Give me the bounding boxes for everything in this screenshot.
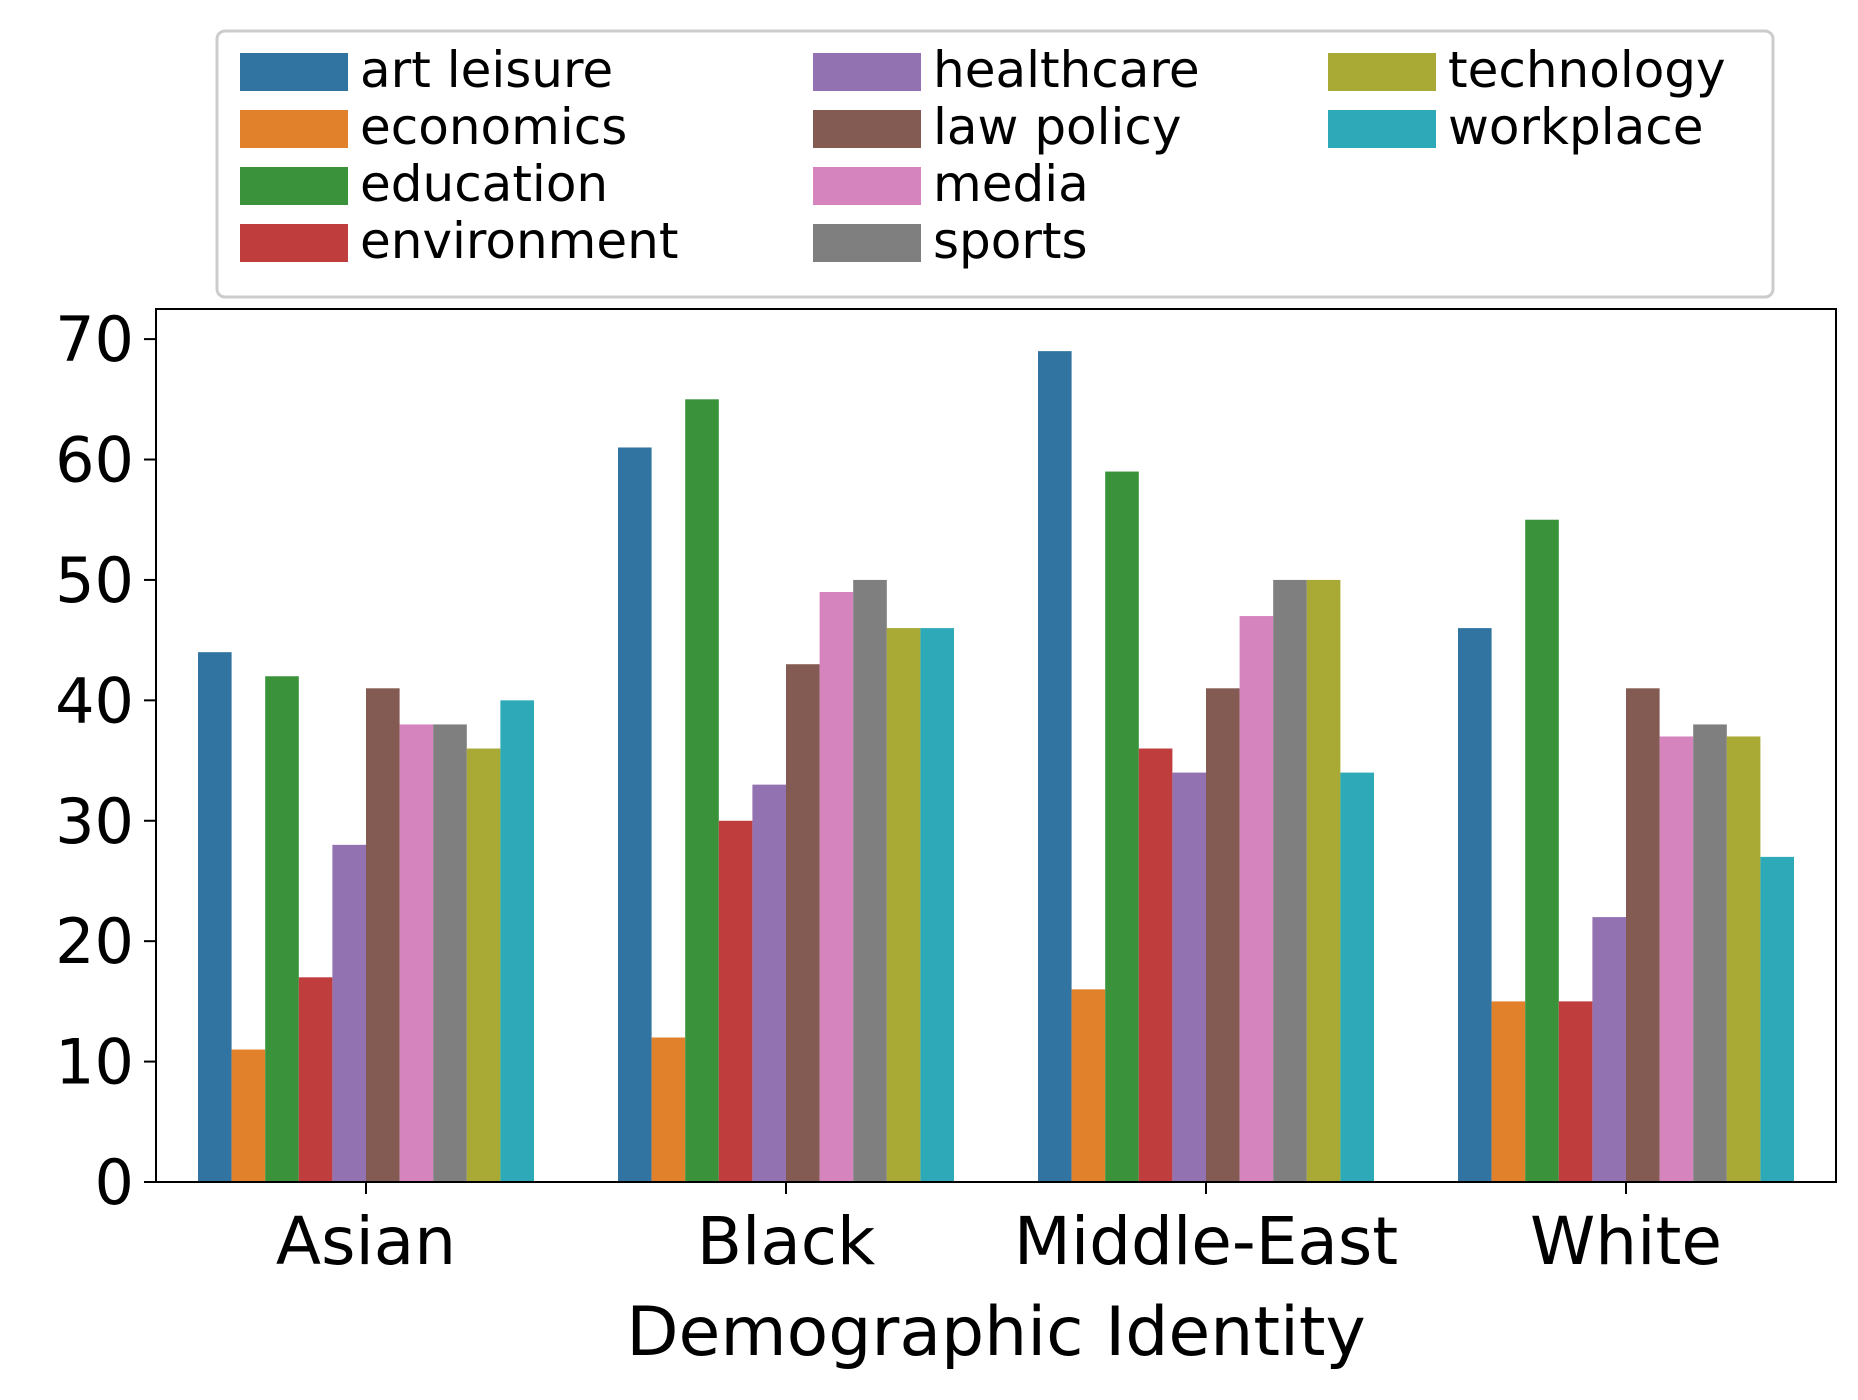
legend-swatch — [813, 53, 921, 91]
bar-education-middle-east — [1105, 471, 1139, 1182]
legend-swatch — [813, 167, 921, 205]
x-tick-label: Middle-East — [1014, 1203, 1398, 1280]
bar-sports-black — [853, 579, 887, 1182]
y-axis: 0 10 20 30 40 50 60 70 — [55, 303, 156, 1219]
bar-art-leisure-asian — [198, 652, 232, 1182]
bar-workplace-asian — [500, 700, 534, 1182]
legend-label: environment — [360, 212, 678, 270]
bar-technology-middle-east — [1306, 579, 1341, 1182]
legend-frame — [215, 29, 1775, 299]
bar-education-black — [685, 399, 719, 1182]
bar-media-white — [1659, 736, 1694, 1182]
bar-economics-black — [651, 1037, 686, 1182]
bar-sports-white — [1693, 724, 1727, 1182]
legend-label: law policy — [933, 98, 1182, 156]
bar-environment-white — [1558, 1001, 1593, 1182]
bar-technology-black — [886, 628, 921, 1182]
bar-workplace-black — [920, 628, 954, 1182]
legend-label: economics — [360, 98, 627, 156]
y-tick-label: 0 — [95, 1146, 134, 1219]
bar-healthcare-middle-east — [1172, 772, 1206, 1182]
legend-swatch — [1328, 53, 1436, 91]
bar-media-asian — [399, 724, 434, 1182]
legend-swatch — [240, 224, 348, 262]
bar-environment-asian — [298, 977, 333, 1182]
y-tick-label: 50 — [55, 544, 134, 617]
x-axis-label: Demographic Identity — [626, 1293, 1366, 1372]
legend: art leisureeconomicseducationenvironment… — [215, 29, 1775, 299]
y-tick-label: 10 — [55, 1026, 134, 1099]
legend-swatch — [813, 224, 921, 262]
bar-workplace-white — [1760, 856, 1794, 1182]
x-tick-label: White — [1530, 1203, 1722, 1280]
bar-workplace-middle-east — [1340, 772, 1374, 1182]
bar-technology-asian — [466, 748, 501, 1182]
bar-economics-asian — [231, 1049, 266, 1182]
legend-label: healthcare — [933, 41, 1200, 99]
bar-art-leisure-white — [1458, 628, 1492, 1182]
bar-group — [198, 351, 1794, 1183]
y-tick-label: 20 — [55, 905, 134, 978]
bar-environment-middle-east — [1138, 748, 1173, 1182]
legend-label: sports — [933, 212, 1088, 270]
bar-economics-white — [1491, 1001, 1526, 1182]
legend-label: art leisure — [360, 41, 613, 99]
bar-environment-black — [718, 820, 753, 1182]
bar-law-policy-black — [786, 664, 820, 1182]
bar-healthcare-white — [1592, 917, 1626, 1182]
bar-law-policy-asian — [366, 688, 400, 1182]
bar-healthcare-asian — [332, 844, 366, 1182]
bar-technology-white — [1726, 736, 1761, 1182]
x-axis: Asian Black Middle-East White — [276, 1182, 1722, 1280]
legend-label: workplace — [1448, 98, 1704, 156]
bar-education-asian — [265, 676, 299, 1182]
bar-economics-middle-east — [1071, 989, 1106, 1182]
bar-art-leisure-black — [618, 447, 652, 1183]
bar-education-white — [1525, 519, 1559, 1182]
bar-sports-asian — [433, 724, 467, 1182]
y-tick-label: 40 — [55, 664, 134, 737]
bar-media-black — [819, 591, 854, 1182]
legend-swatch — [240, 110, 348, 148]
bar-law-policy-white — [1626, 688, 1660, 1182]
y-tick-label: 70 — [55, 303, 134, 376]
y-tick-label: 30 — [55, 785, 134, 858]
x-tick-label: Black — [697, 1203, 876, 1280]
bar-law-policy-middle-east — [1206, 688, 1240, 1182]
bar-healthcare-black — [752, 784, 786, 1182]
legend-label: education — [360, 155, 608, 213]
legend-label: media — [933, 155, 1089, 213]
bar-sports-middle-east — [1273, 579, 1307, 1182]
x-tick-label: Asian — [276, 1203, 456, 1280]
plot-frame — [155, 308, 1837, 1183]
legend-label: technology — [1448, 41, 1726, 99]
bar-art-leisure-middle-east — [1038, 351, 1072, 1182]
y-tick-label: 60 — [55, 424, 134, 497]
legend-swatch — [240, 53, 348, 91]
bar-media-middle-east — [1239, 616, 1274, 1182]
legend-swatch — [1328, 110, 1436, 148]
legend-swatch — [240, 167, 348, 205]
legend-swatch — [813, 110, 921, 148]
